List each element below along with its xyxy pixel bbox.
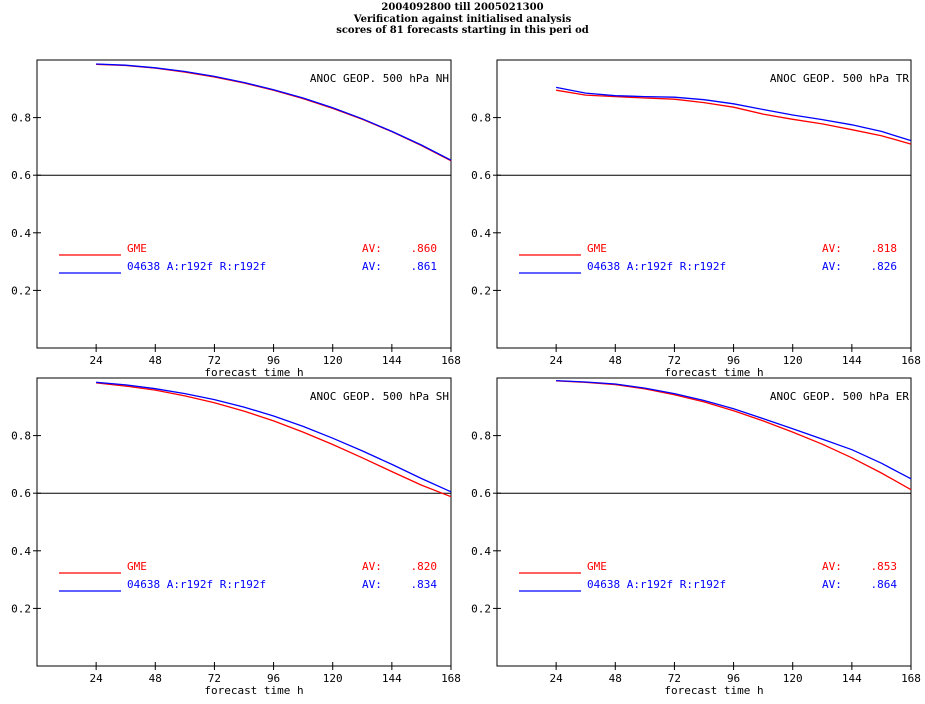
panel-title: ANOC GEOP. 500 hPa NH — [310, 72, 449, 85]
y-tick-label: 0.8 — [471, 430, 491, 443]
x-tick-label: 48 — [609, 672, 622, 685]
x-tick-label: 168 — [901, 354, 921, 367]
legend-label: 04638 A:r192f R:r192f — [127, 578, 266, 591]
y-tick-label: 0.2 — [11, 602, 31, 615]
x-tick-label: 24 — [550, 672, 564, 685]
header-period: 2004092800 till 2005021300 — [381, 2, 544, 13]
plot-frame — [36, 59, 452, 349]
legend-av-value: .853 — [871, 560, 898, 573]
x-tick-label: 72 — [208, 354, 221, 367]
x-tick-label: 120 — [783, 354, 803, 367]
y-tick-label: 0.8 — [471, 112, 491, 125]
y-tick-label: 0.2 — [11, 284, 31, 297]
x-tick-label: 72 — [208, 672, 221, 685]
y-tick-label: 0.4 — [11, 545, 31, 558]
x-tick-label: 120 — [323, 354, 343, 367]
series-line-1 — [555, 89, 912, 145]
x-tick-label: 168 — [441, 672, 461, 685]
legend-label: GME — [587, 242, 607, 255]
legend-av-label: AV: — [362, 260, 382, 273]
x-tick-label: 144 — [382, 672, 402, 685]
legend-av-value: .818 — [871, 242, 898, 255]
panel-title: ANOC GEOP. 500 hPa ER — [770, 390, 909, 403]
x-tick-label: 24 — [90, 672, 104, 685]
x-tick-label: 24 — [550, 354, 564, 367]
x-tick-label: 168 — [441, 354, 461, 367]
x-tick-label: 48 — [149, 672, 162, 685]
legend-av-value: .864 — [871, 578, 898, 591]
x-axis-label: forecast time h — [204, 684, 303, 697]
series-line-2 — [96, 381, 452, 493]
x-tick-label: 72 — [668, 672, 681, 685]
x-tick-label: 48 — [609, 354, 622, 367]
header-scores: scores of 81 forecasts starting in this … — [336, 25, 589, 36]
chart-panel-1: 0.2 0.4 0.6 0.8 24 48 72 96 120 144 168 forecast ti… — [11, 59, 461, 379]
x-tick-label: 96 — [727, 354, 740, 367]
legend-av-value: .834 — [411, 578, 438, 591]
chart-header: 2004092800 till 2005021300 Verification … — [0, 2, 925, 37]
x-tick-label: 96 — [727, 672, 740, 685]
x-tick-label: 96 — [267, 354, 280, 367]
chart-panel-2: 0.2 0.4 0.6 0.8 24 48 72 96 120 144 168 forecast ti… — [471, 59, 921, 379]
legend-av-label: AV: — [822, 260, 842, 273]
legend-label: 04638 A:r192f R:r192f — [587, 260, 726, 273]
series-line-1 — [96, 382, 452, 498]
legend-av-label: AV: — [822, 578, 842, 591]
y-tick-label: 0.6 — [11, 169, 31, 182]
legend-av-label: AV: — [362, 242, 382, 255]
x-axis-label: forecast time h — [204, 366, 303, 379]
series-line-2 — [556, 379, 912, 480]
plot-frame — [36, 377, 452, 667]
y-tick-label: 0.6 — [11, 487, 31, 500]
legend-av-value: .860 — [411, 242, 438, 255]
legend-av-label: AV: — [362, 578, 382, 591]
x-tick-label: 120 — [783, 672, 803, 685]
y-tick-label: 0.8 — [11, 112, 31, 125]
series-line-2 — [555, 86, 912, 142]
x-tick-label: 144 — [842, 672, 862, 685]
y-tick-label: 0.6 — [471, 487, 491, 500]
y-tick-label: 0.4 — [471, 227, 491, 240]
y-tick-label: 0.6 — [471, 169, 491, 182]
x-tick-label: 120 — [323, 672, 343, 685]
y-tick-label: 0.2 — [471, 602, 491, 615]
header-verification: Verification against initialised analysi… — [353, 13, 572, 25]
x-axis-label: forecast time h — [664, 684, 763, 697]
x-tick-label: 72 — [668, 354, 681, 367]
panel-title: ANOC GEOP. 500 hPa SH — [310, 390, 449, 403]
legend-label: GME — [127, 242, 147, 255]
y-tick-label: 0.8 — [11, 430, 31, 443]
series-line-2 — [96, 63, 452, 161]
legend-label: GME — [127, 560, 147, 573]
legend-label: 04638 A:r192f R:r192f — [127, 260, 266, 273]
x-tick-label: 48 — [149, 354, 162, 367]
x-tick-label: 24 — [90, 354, 104, 367]
panel-title: ANOC GEOP. 500 hPa TR — [770, 72, 909, 85]
legend-av-value: .820 — [411, 560, 438, 573]
x-axis-label: forecast time h — [664, 366, 763, 379]
legend-av-label: AV: — [822, 242, 842, 255]
plot-frame — [496, 377, 912, 667]
legend-av-label: AV: — [822, 560, 842, 573]
x-tick-label: 144 — [842, 354, 862, 367]
chart-panel-3: 0.2 0.4 0.6 0.8 24 48 72 96 120 144 168 forecast ti… — [11, 377, 461, 697]
legend-av-label: AV: — [362, 560, 382, 573]
x-tick-label: 168 — [901, 672, 921, 685]
y-tick-label: 0.4 — [11, 227, 31, 240]
legend-label: GME — [587, 560, 607, 573]
y-tick-label: 0.2 — [471, 284, 491, 297]
x-tick-label: 144 — [382, 354, 402, 367]
legend-av-value: .861 — [411, 260, 438, 273]
legend-label: 04638 A:r192f R:r192f — [587, 578, 726, 591]
x-tick-label: 96 — [267, 672, 280, 685]
legend-av-value: .826 — [871, 260, 898, 273]
plot-frame — [496, 59, 912, 349]
chart-panel-4: 0.2 0.4 0.6 0.8 24 48 72 96 120 144 168 forecast ti… — [471, 377, 921, 697]
y-tick-label: 0.4 — [471, 545, 491, 558]
